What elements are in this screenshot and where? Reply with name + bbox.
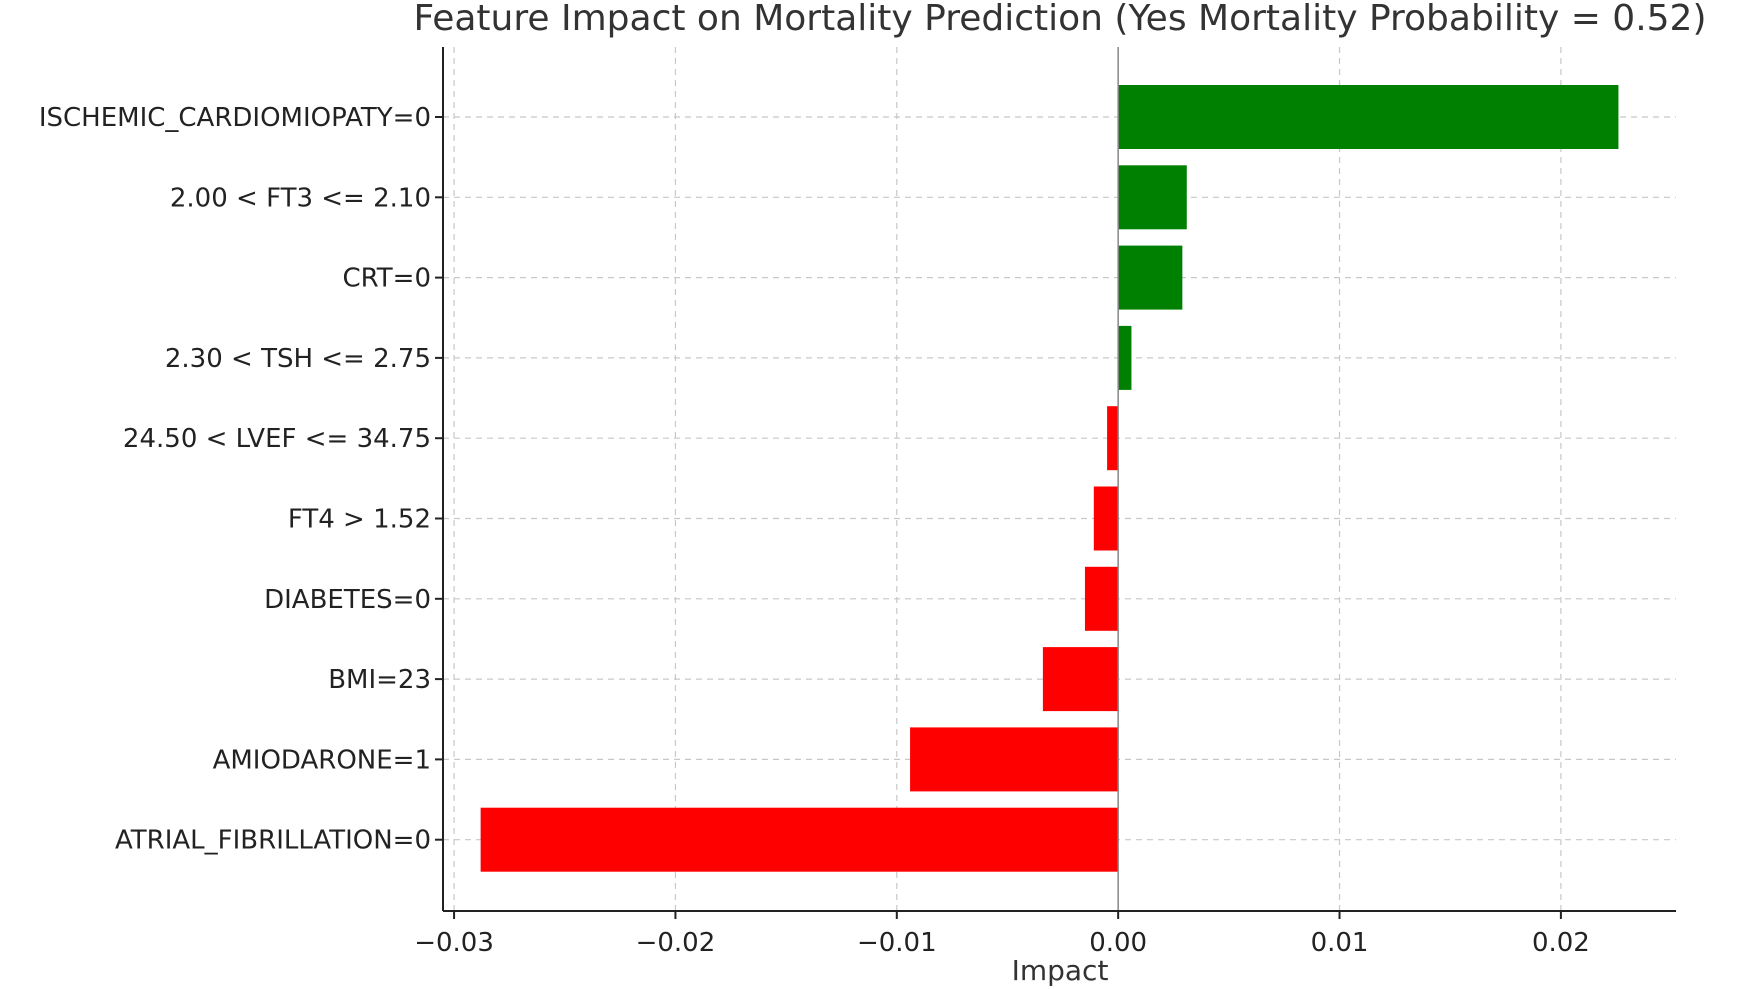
x-tick-label: 0.02	[1532, 928, 1590, 958]
y-tick-label: ISCHEMIC_CARDIOMIOPATY=0	[39, 103, 431, 133]
grid-layer	[443, 47, 1676, 911]
x-tick-label: −0.02	[636, 928, 716, 958]
labels-layer: −0.03 −0.02 −0.01 0.00 0.01 0.02 ISCHEMIC_CARD…	[39, 103, 1590, 958]
bar	[910, 727, 1119, 792]
y-tick-label: 2.30 < TSH <= 2.75	[165, 344, 431, 374]
y-tick-label: 24.50 < LVEF <= 34.75	[123, 424, 431, 454]
y-tick-label: CRT=0	[342, 264, 431, 294]
y-tick-label: BMI=23	[328, 665, 431, 695]
bar	[1042, 647, 1119, 712]
axes-layer	[435, 47, 1676, 919]
bar	[1084, 566, 1119, 631]
bar	[1093, 486, 1119, 551]
x-axis-label: Impact	[1012, 954, 1109, 987]
y-tick-label: AMIODARONE=1	[213, 745, 431, 775]
bar	[480, 807, 1119, 872]
bar	[1118, 85, 1619, 149]
y-tick-label: FT4 > 1.52	[288, 505, 431, 535]
y-tick-label: 2.00 < FT3 <= 2.10	[170, 183, 431, 213]
chart-title: Feature Impact on Mortality Prediction (…	[413, 0, 1706, 39]
x-tick-label: −0.03	[414, 928, 494, 958]
x-tick-label: 0.00	[1089, 928, 1147, 958]
bar	[1118, 325, 1132, 390]
x-tick-label: −0.01	[857, 928, 937, 958]
bar	[1118, 245, 1183, 310]
y-tick-label: ATRIAL_FIBRILLATION=0	[115, 826, 431, 856]
x-tick-label: 0.01	[1311, 928, 1369, 958]
bars-layer	[480, 85, 1619, 872]
y-tick-label: DIABETES=0	[264, 585, 431, 615]
bar	[1107, 406, 1119, 471]
bar	[1118, 165, 1187, 230]
